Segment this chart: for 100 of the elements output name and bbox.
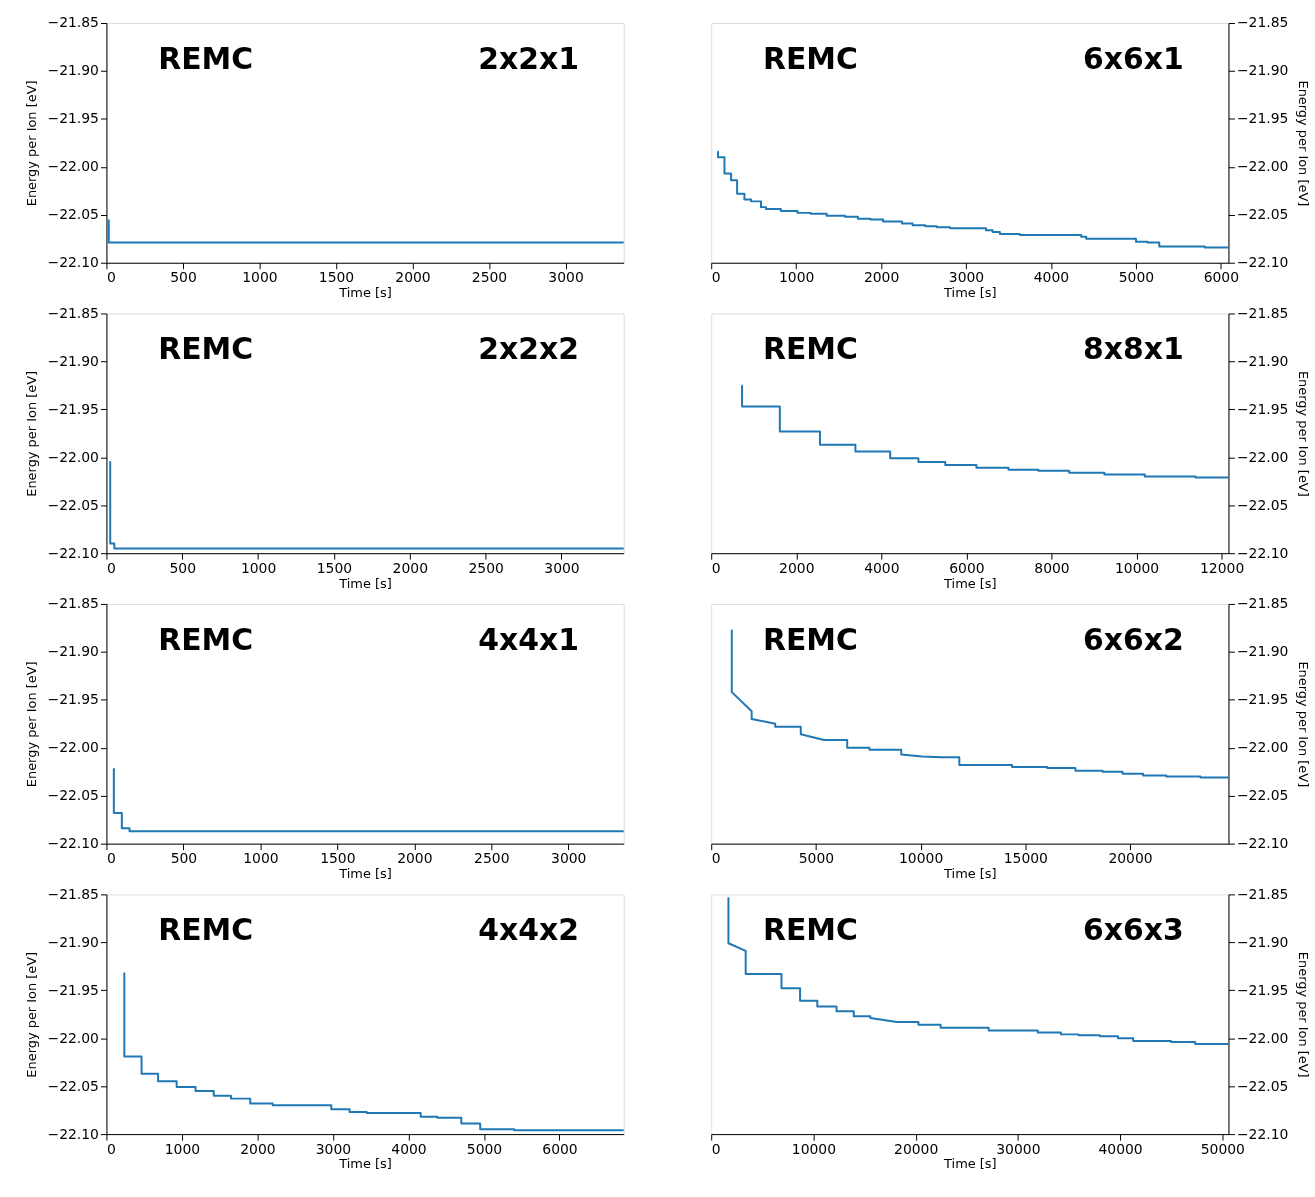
y2-axis-title: Energy per Ion [eV] — [1296, 370, 1312, 497]
y-tick-label: −22.00 — [47, 448, 99, 465]
x-tick-label: 2000 — [397, 850, 433, 867]
x-axis-title: Time [s] — [943, 575, 997, 591]
annotation: 2x2x2 — [478, 331, 579, 367]
x-tick-label: 4000 — [391, 1140, 427, 1157]
x-tick-label: 12000 — [1200, 559, 1245, 576]
annotation: REMC — [762, 621, 858, 657]
y2-tick-label: −22.05 — [1236, 787, 1289, 804]
x-tick-label: 50000 — [1200, 1140, 1245, 1157]
y2-axis-title: Energy per Ion [eV] — [1296, 661, 1312, 788]
x-tick-label: 10000 — [899, 850, 944, 867]
x-tick-label: 0 — [106, 269, 116, 286]
line-series — [730, 628, 1230, 779]
annotation: REMC — [762, 331, 858, 367]
x-tick-label: 3000 — [548, 269, 584, 286]
y-axis-title: Energy per Ion [eV] — [24, 661, 40, 788]
x-tick-label: 500 — [170, 850, 198, 867]
y-tick-label: −22.10 — [47, 544, 99, 561]
annotation: REMC — [762, 912, 858, 948]
y2-tick-label: −22.10 — [1236, 544, 1289, 561]
y2-tick-label: −22.00 — [1236, 158, 1289, 175]
y-tick-label: −22.00 — [47, 1029, 99, 1046]
x-axis-title: Time [s] — [338, 1156, 392, 1172]
x-tick-label: 0 — [106, 850, 116, 867]
x-tick-label: 20000 — [1108, 850, 1153, 867]
y2-tick-label: −21.90 — [1236, 933, 1289, 950]
y2-tick-label: −21.90 — [1236, 643, 1289, 660]
x-tick-label: 1500 — [320, 850, 356, 867]
y2-axis-title: Energy per Ion [eV] — [1296, 951, 1312, 1078]
x-axis-title: Time [s] — [943, 865, 997, 881]
y2-tick-label: −22.10 — [1236, 835, 1289, 852]
x-tick-label: 1000 — [164, 1140, 201, 1157]
y2-tick-label: −21.95 — [1236, 400, 1289, 417]
x-tick-label: 2000 — [779, 559, 815, 576]
x-tick-label: 3000 — [315, 1140, 352, 1157]
x-axis-title: Time [s] — [338, 865, 392, 881]
x-tick-label: 0 — [106, 1140, 116, 1157]
y2-tick-label: −21.95 — [1236, 981, 1289, 998]
y2-tick-label: −21.85 — [1236, 595, 1289, 612]
x-tick-label: 2500 — [471, 269, 508, 286]
x-tick-label: 3000 — [544, 559, 580, 576]
y-tick-label: −21.95 — [47, 400, 99, 417]
y-tick-label: −21.85 — [47, 885, 99, 902]
y2-tick-label: −22.00 — [1236, 739, 1289, 756]
annotation: 6x6x1 — [1082, 40, 1184, 76]
y2-tick-label: −22.10 — [1236, 254, 1289, 271]
y-tick-label: −21.95 — [47, 110, 99, 127]
x-tick-label: 5000 — [798, 850, 835, 867]
y2-tick-label: −22.10 — [1236, 1125, 1289, 1142]
x-axis-title: Time [s] — [338, 575, 392, 591]
y-tick-label: −21.90 — [47, 933, 99, 950]
y-tick-label: −21.85 — [47, 304, 99, 321]
y-axis-title: Energy per Ion [eV] — [24, 370, 40, 497]
x-tick-label: 6000 — [542, 1140, 578, 1157]
y-tick-label: −21.85 — [47, 14, 99, 31]
x-tick-label: 1000 — [242, 269, 278, 286]
x-tick-label: 5000 — [466, 1140, 503, 1157]
y2-tick-label: −21.90 — [1236, 352, 1289, 369]
x-tick-label: 1000 — [240, 559, 277, 576]
y-tick-label: −22.10 — [47, 1125, 99, 1142]
x-tick-label: 10000 — [1114, 559, 1160, 576]
y-tick-label: −21.90 — [47, 352, 99, 369]
annotation: REMC — [762, 40, 858, 76]
line-series — [727, 896, 1230, 1045]
y-tick-label: −22.05 — [47, 206, 99, 223]
y2-tick-label: −21.85 — [1236, 14, 1289, 31]
annotation: 8x8x1 — [1082, 331, 1184, 367]
y2-tick-label: −21.85 — [1236, 885, 1289, 902]
y2-tick-label: −21.85 — [1236, 304, 1289, 321]
x-tick-label: 4000 — [1033, 269, 1070, 286]
y2-tick-label: −22.00 — [1236, 448, 1289, 465]
annotation: REMC — [158, 912, 254, 948]
annotation: 2x2x1 — [478, 40, 579, 76]
y-tick-label: −22.00 — [47, 158, 99, 175]
annotation: REMC — [158, 40, 254, 76]
x-tick-label: 8000 — [1034, 559, 1070, 576]
x-tick-label: 0 — [711, 850, 721, 867]
x-tick-label: 5000 — [1118, 269, 1155, 286]
y-tick-label: −22.05 — [47, 787, 99, 804]
x-tick-label: 0 — [711, 269, 721, 286]
x-tick-label: 40000 — [1098, 1140, 1143, 1157]
x-tick-label: 0 — [711, 1140, 721, 1157]
x-tick-label: 10000 — [791, 1140, 837, 1157]
x-axis-title: Time [s] — [943, 1156, 997, 1172]
x-tick-label: 2000 — [395, 269, 431, 286]
x-tick-label: 3000 — [551, 850, 587, 867]
x-tick-label: 0 — [106, 559, 116, 576]
y-tick-label: −21.90 — [47, 62, 99, 79]
annotation: 4x4x1 — [478, 621, 579, 657]
x-tick-label: 6000 — [949, 559, 985, 576]
y-tick-label: −22.00 — [47, 739, 99, 756]
annotation: 6x6x3 — [1082, 912, 1184, 948]
y2-axis-title: Energy per Ion [eV] — [1296, 80, 1312, 207]
x-axis-title: Time [s] — [943, 285, 997, 301]
x-tick-label: 20000 — [894, 1140, 939, 1157]
x-tick-label: 500 — [169, 559, 197, 576]
y-tick-label: −21.95 — [47, 691, 99, 708]
y-tick-label: −22.10 — [47, 254, 99, 271]
x-tick-label: 4000 — [864, 559, 900, 576]
